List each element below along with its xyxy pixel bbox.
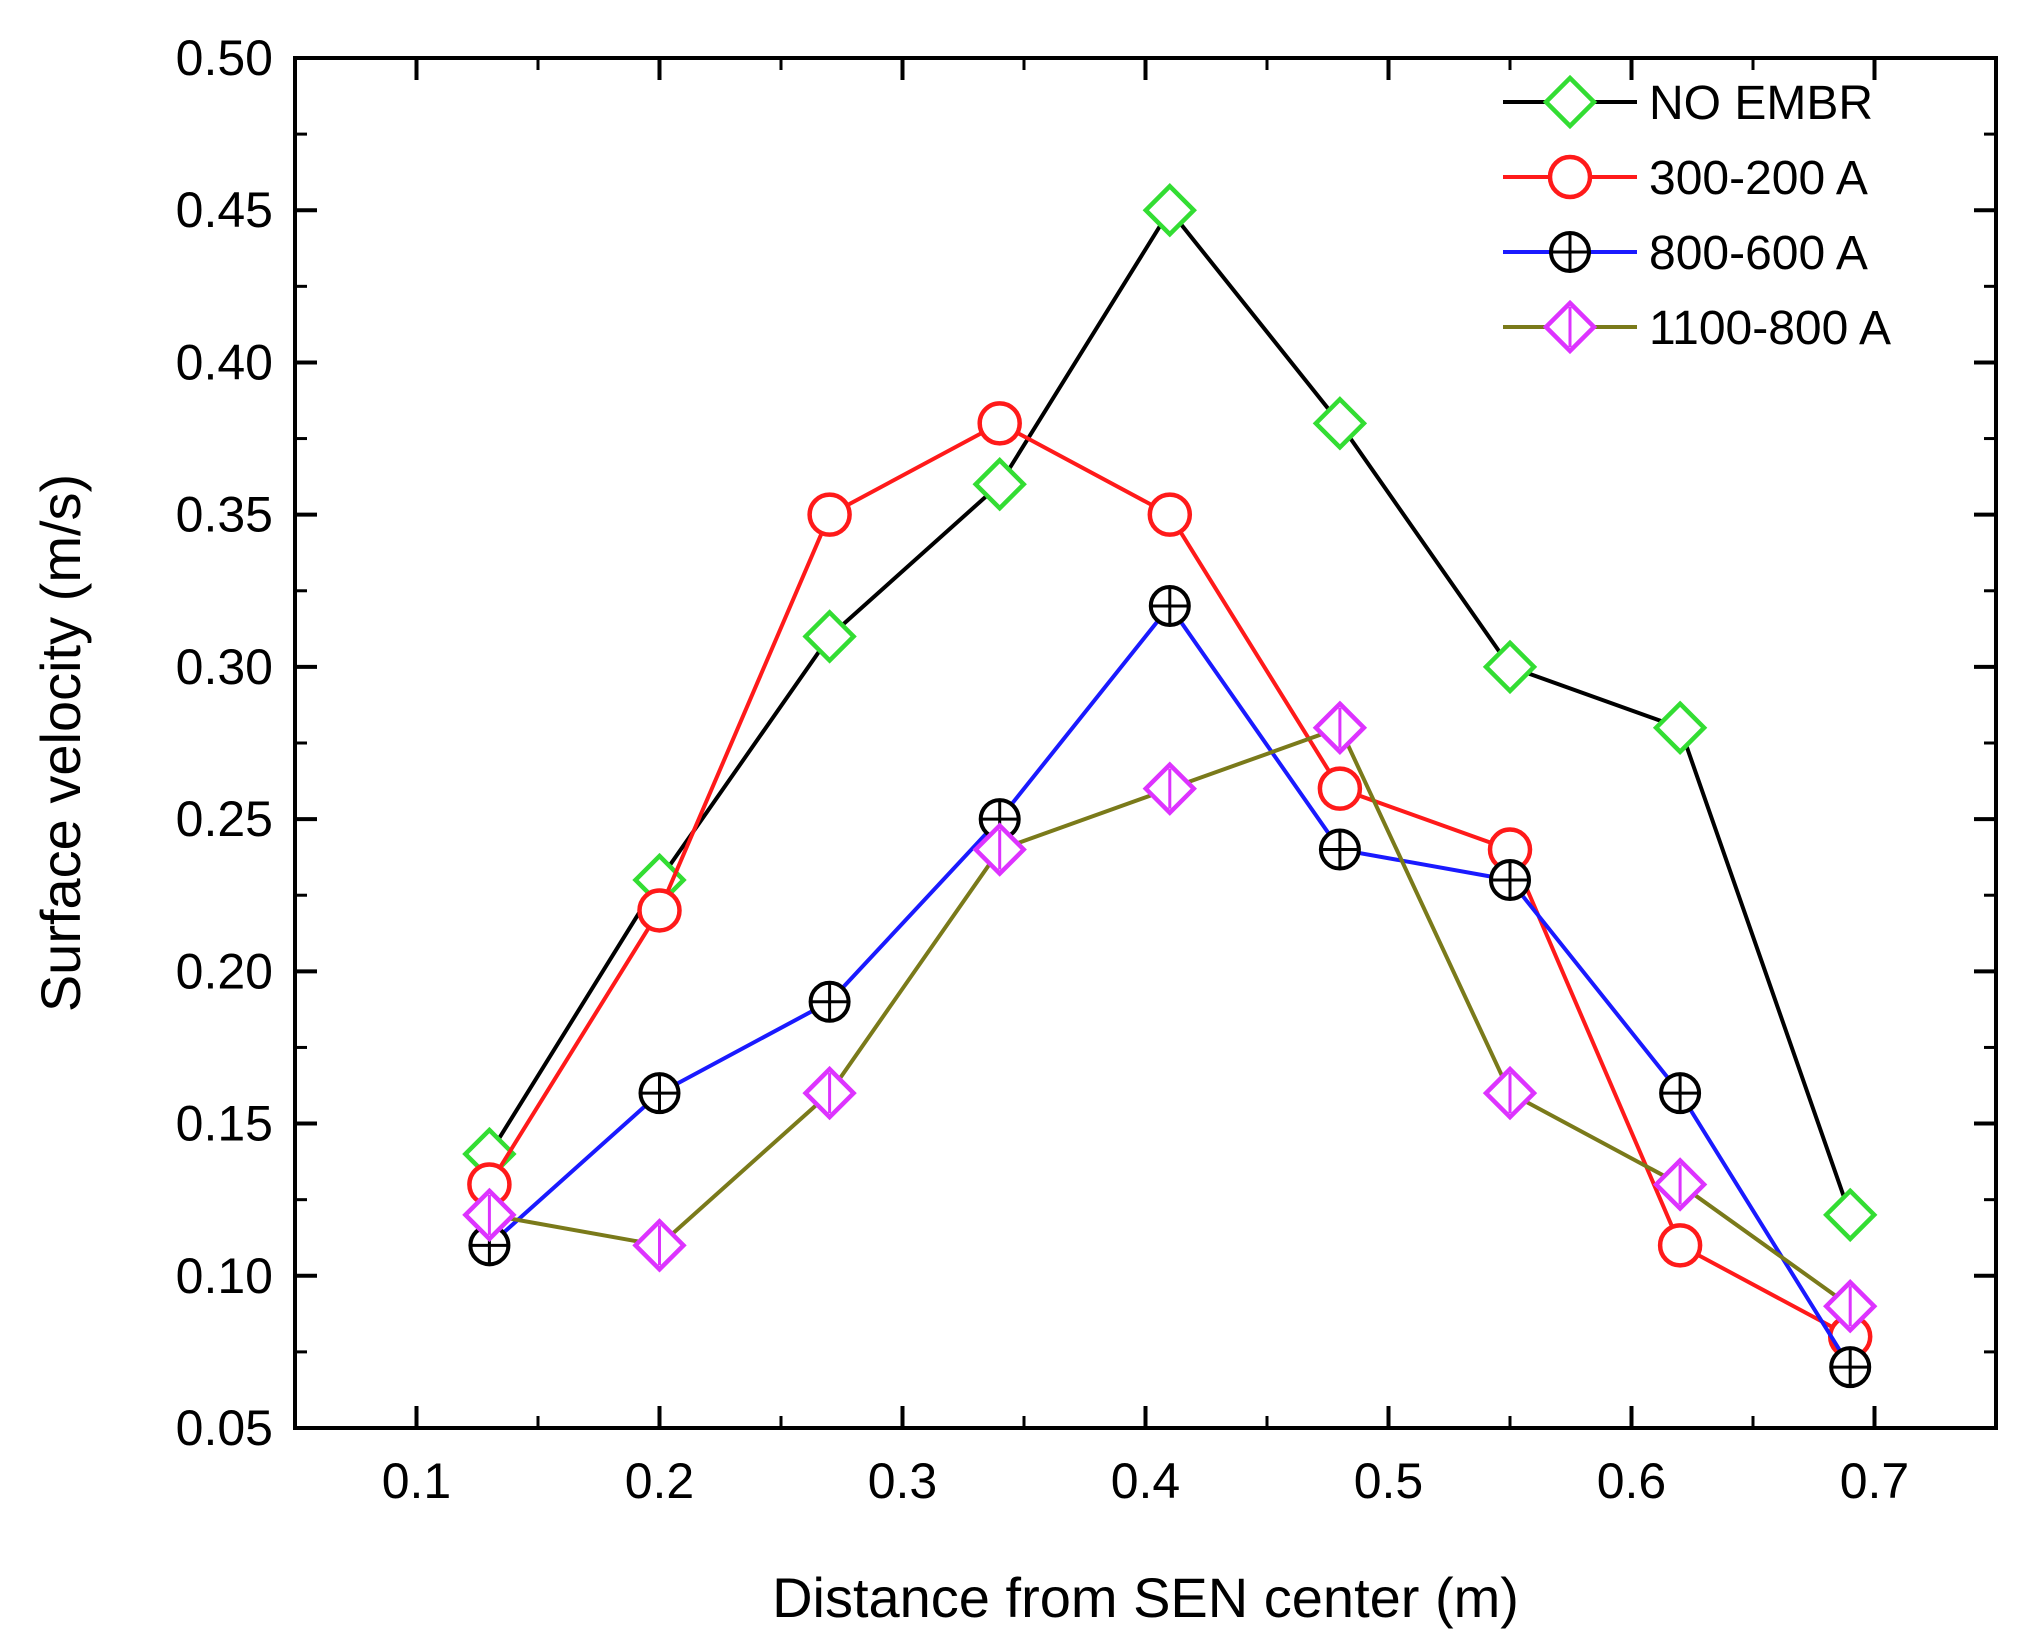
y-tick-label: 0.15 <box>176 1096 273 1152</box>
y-tick-label: 0.10 <box>176 1248 273 1304</box>
data-point <box>1142 183 1197 238</box>
diamond-marker <box>1312 396 1368 451</box>
data-point <box>1142 761 1197 816</box>
y-tick-label: 0.20 <box>176 943 273 999</box>
data-point <box>1318 828 1361 871</box>
legend-marker <box>1549 231 1591 273</box>
circle-marker <box>807 492 852 537</box>
data-point <box>462 1187 517 1243</box>
data-point <box>1652 700 1708 755</box>
data-point <box>978 798 1021 841</box>
data-point <box>807 492 852 537</box>
x-tick-label: 0.1 <box>382 1453 452 1509</box>
diamond-marker <box>802 609 857 664</box>
legend-item: 300-200 A <box>1503 152 1868 205</box>
data-point <box>808 980 851 1023</box>
y-tick-label: 0.45 <box>176 182 273 238</box>
legend-label: NO EMBR <box>1649 77 1873 130</box>
plot-frame <box>293 56 1998 1430</box>
x-axis-ticks: 0.1 0.2 0.3 0.4 0.5 0.6 0.7 <box>382 58 1910 1509</box>
data-point <box>802 609 857 664</box>
data-point <box>972 822 1027 877</box>
series-layer <box>462 183 1878 1389</box>
legend-marker <box>1547 154 1593 200</box>
y-tick-label: 0.25 <box>176 791 273 847</box>
y-tick-label: 0.50 <box>176 30 273 86</box>
data-point <box>632 1218 687 1273</box>
legend-item: NO EMBR <box>1503 74 1873 130</box>
legend-marker <box>1542 74 1598 130</box>
data-point <box>1659 1072 1702 1115</box>
y-tick-label: 0.40 <box>176 334 273 390</box>
data-point <box>802 1065 857 1121</box>
y-axis-title: Surface velocity (m/s) <box>29 474 92 1012</box>
legend-item: 800-600 A <box>1503 227 1868 280</box>
circle-marker <box>1657 1223 1703 1268</box>
series-line <box>488 602 1852 1369</box>
y-axis-ticks: 0.05 0.10 0.15 0.20 0.25 0.30 0.35 0.40 0.45 0.50 <box>176 30 1996 1456</box>
data-point <box>1823 1279 1878 1334</box>
data-point <box>1657 1223 1703 1268</box>
data-point <box>637 888 682 933</box>
data-point <box>638 1072 681 1115</box>
legend-item: 1100-800 A <box>1503 299 1891 355</box>
data-point <box>1482 1065 1538 1121</box>
circle-marker <box>637 888 682 933</box>
data-point <box>1823 1187 1878 1243</box>
series-line <box>487 206 1853 1216</box>
legend-label: 300-200 A <box>1649 152 1868 205</box>
series-800-600-a <box>468 585 1872 1389</box>
x-axis-title: Distance from SEN center (m) <box>772 1566 1519 1629</box>
data-point <box>977 401 1022 446</box>
data-point <box>1312 396 1368 451</box>
y-tick-label: 0.30 <box>176 639 273 695</box>
x-tick-label: 0.4 <box>1111 1453 1181 1509</box>
data-point <box>1829 1346 1872 1389</box>
data-point <box>1317 766 1363 811</box>
diamond-marker <box>1652 700 1708 755</box>
diamond-marker <box>972 457 1027 512</box>
circle-marker <box>977 401 1022 446</box>
x-tick-label: 0.6 <box>1597 1453 1667 1509</box>
legend-label: 800-600 A <box>1649 227 1868 280</box>
y-tick-label: 0.35 <box>176 487 273 543</box>
legend-marker <box>1542 299 1598 355</box>
data-point <box>1312 700 1368 755</box>
series-1100-800-a <box>462 700 1878 1334</box>
x-tick-label: 0.5 <box>1354 1453 1424 1509</box>
data-point <box>1147 492 1193 537</box>
x-tick-label: 0.3 <box>868 1453 938 1509</box>
data-point <box>1148 585 1191 627</box>
circle-marker <box>1547 154 1593 200</box>
y-tick-label: 0.05 <box>176 1400 273 1456</box>
data-point <box>1489 859 1531 901</box>
diamond-marker <box>1142 183 1197 238</box>
series-line <box>487 421 1852 1339</box>
data-point <box>1652 1157 1708 1212</box>
series-300-200-a <box>467 401 1873 1359</box>
legend: NO EMBR 300-200 A 800-600 A 1100-800 A <box>1503 74 1891 355</box>
data-point <box>972 457 1027 512</box>
data-point <box>1482 639 1538 695</box>
x-tick-label: 0.2 <box>625 1453 695 1509</box>
diamond-marker <box>1542 74 1598 130</box>
circle-marker <box>1317 766 1363 811</box>
diamond-marker <box>1482 639 1538 695</box>
x-tick-label: 0.7 <box>1840 1453 1910 1509</box>
circle-marker <box>1147 492 1193 537</box>
legend-label: 1100-800 A <box>1649 302 1891 355</box>
diamond-marker <box>1823 1187 1878 1243</box>
